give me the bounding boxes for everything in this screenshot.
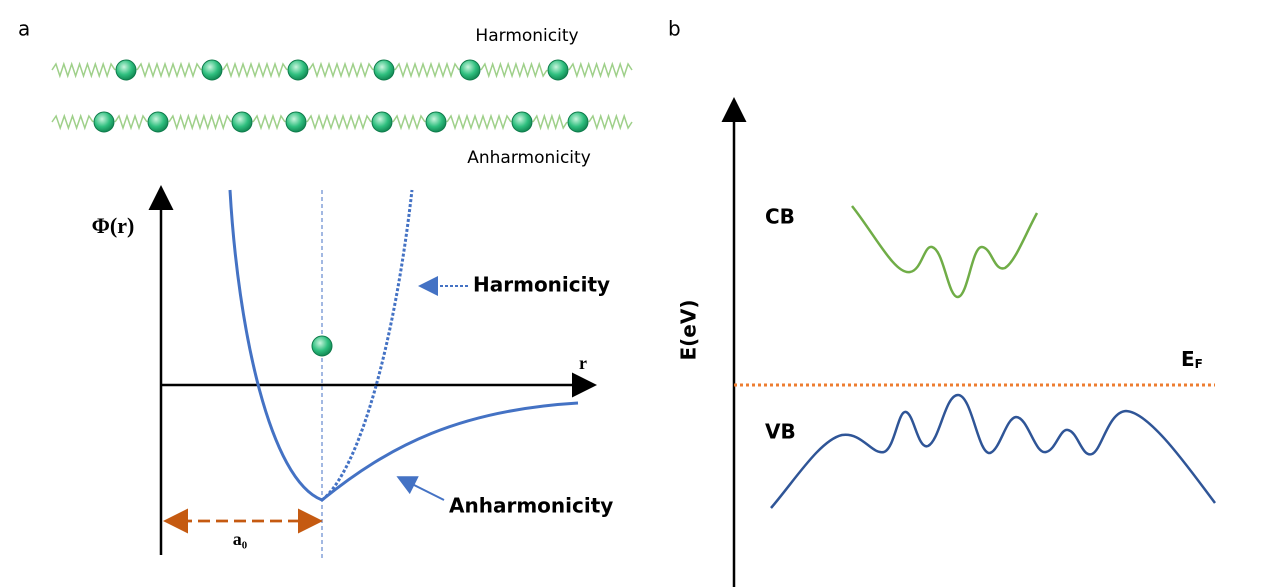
atom: [93, 111, 115, 133]
atom: [115, 59, 137, 81]
valence-band: [770, 393, 1216, 509]
curve-label: Anharmonicity: [449, 494, 613, 518]
spring: [446, 113, 512, 131]
pointer-arrow: [396, 476, 445, 501]
conduction-band: [851, 205, 1039, 299]
atom: [511, 111, 533, 133]
y-axis-label: E(eV): [677, 300, 701, 361]
spring: [168, 113, 232, 131]
atom: [567, 111, 589, 133]
distance-label: a₀: [233, 529, 247, 549]
atom: [425, 111, 447, 133]
atom: [547, 59, 569, 81]
spring: [222, 61, 288, 79]
panel-label: a: [18, 17, 30, 41]
spring: [252, 113, 286, 131]
spring: [480, 61, 548, 79]
spring: [568, 61, 633, 79]
spring: [114, 113, 148, 131]
spring: [308, 61, 374, 79]
atom: [371, 111, 393, 133]
fermi-label-main: E: [1181, 347, 1195, 371]
atom: [287, 59, 309, 81]
atom-chains: [51, 59, 633, 133]
spring: [136, 61, 202, 79]
atom: [285, 111, 307, 133]
spring: [51, 61, 116, 79]
anharmonic-curve: [228, 189, 579, 502]
spring: [306, 113, 372, 131]
atom: [373, 59, 395, 81]
x-axis-label: r: [579, 353, 587, 373]
fermi-label: EF: [1181, 347, 1203, 371]
spring: [532, 113, 568, 131]
atom: [147, 111, 169, 133]
atom: [201, 59, 223, 81]
atom: [459, 59, 481, 81]
spring: [51, 113, 94, 131]
curve-label: Harmonicity: [473, 273, 610, 297]
chain-label: Anharmonicity: [467, 148, 591, 168]
panel-label: b: [668, 17, 681, 41]
chain-label: Harmonicity: [475, 26, 578, 46]
spring: [588, 113, 633, 131]
harmonic-curve: [321, 189, 414, 502]
spring: [394, 61, 460, 79]
atom: [311, 335, 333, 357]
spring: [392, 113, 426, 131]
y-axis-label: Φ(r): [92, 213, 135, 238]
band-label: CB: [765, 205, 795, 229]
fermi-label-sub: F: [1195, 357, 1203, 371]
atom: [231, 111, 253, 133]
band-label: VB: [765, 420, 796, 444]
